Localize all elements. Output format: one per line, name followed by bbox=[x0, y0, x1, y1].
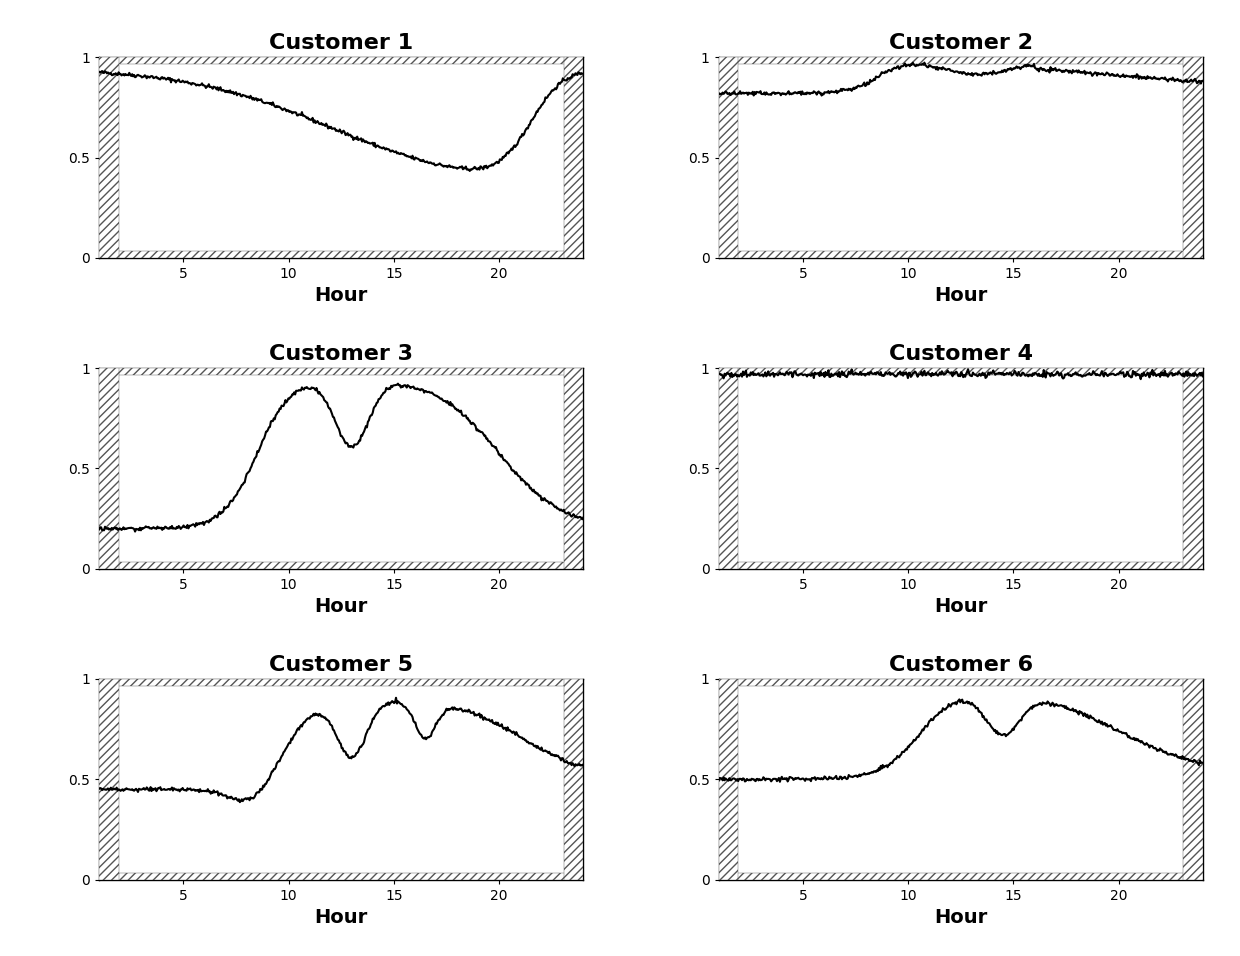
Title: Customer 5: Customer 5 bbox=[269, 655, 413, 675]
Bar bbox=[564, 679, 583, 880]
Bar bbox=[719, 57, 738, 258]
Bar bbox=[719, 368, 738, 569]
Bar bbox=[719, 873, 1203, 880]
Bar bbox=[99, 250, 583, 258]
Bar bbox=[99, 679, 119, 880]
Bar bbox=[99, 873, 583, 880]
Bar bbox=[719, 679, 738, 880]
Bar bbox=[99, 679, 583, 686]
Title: Customer 4: Customer 4 bbox=[889, 344, 1033, 364]
X-axis label: Hour: Hour bbox=[315, 598, 368, 617]
X-axis label: Hour: Hour bbox=[315, 287, 368, 306]
X-axis label: Hour: Hour bbox=[934, 598, 987, 617]
Bar bbox=[1183, 57, 1203, 258]
X-axis label: Hour: Hour bbox=[934, 287, 987, 306]
Bar bbox=[99, 368, 119, 569]
Bar bbox=[564, 57, 583, 258]
Title: Customer 2: Customer 2 bbox=[889, 33, 1033, 53]
Bar bbox=[99, 57, 583, 64]
X-axis label: Hour: Hour bbox=[315, 908, 368, 927]
Bar bbox=[99, 368, 583, 375]
Bar bbox=[1183, 368, 1203, 569]
Bar bbox=[1183, 679, 1203, 880]
Title: Customer 6: Customer 6 bbox=[889, 655, 1033, 675]
Bar bbox=[564, 368, 583, 569]
Title: Customer 3: Customer 3 bbox=[269, 344, 413, 364]
X-axis label: Hour: Hour bbox=[934, 908, 987, 927]
Bar bbox=[719, 368, 1203, 375]
Bar bbox=[99, 57, 119, 258]
Bar bbox=[719, 57, 1203, 64]
Bar bbox=[719, 562, 1203, 569]
Bar bbox=[719, 250, 1203, 258]
Title: Customer 1: Customer 1 bbox=[269, 33, 413, 53]
Bar bbox=[99, 562, 583, 569]
Bar bbox=[719, 679, 1203, 686]
